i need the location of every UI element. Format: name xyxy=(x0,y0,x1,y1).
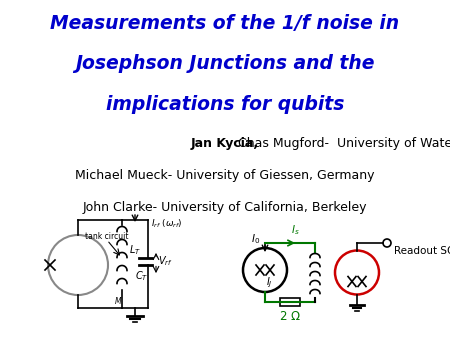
Text: M: M xyxy=(114,297,121,307)
Text: Josephson Junctions and the: Josephson Junctions and the xyxy=(75,54,375,73)
Text: $V_{rf}$: $V_{rf}$ xyxy=(158,255,173,268)
Text: $C_T$: $C_T$ xyxy=(135,269,148,283)
Text: Readout SQUID: Readout SQUID xyxy=(394,246,450,256)
Text: Measurements of the 1/f noise in: Measurements of the 1/f noise in xyxy=(50,14,400,32)
Text: implications for qubits: implications for qubits xyxy=(106,95,344,114)
Text: Michael Mueck- University of Giessen, Germany: Michael Mueck- University of Giessen, Ge… xyxy=(75,169,375,182)
Text: $I_0$: $I_0$ xyxy=(251,232,260,246)
FancyBboxPatch shape xyxy=(280,298,300,306)
Text: Jan Kycia,: Jan Kycia, xyxy=(191,137,259,150)
Text: $I_s$: $I_s$ xyxy=(291,223,299,237)
Text: Chas Mugford-  University of Waterloo: Chas Mugford- University of Waterloo xyxy=(234,137,450,150)
Text: John Clarke- University of California, Berkeley: John Clarke- University of California, B… xyxy=(83,201,367,214)
Text: $I_J$: $I_J$ xyxy=(266,276,273,290)
Text: $L_T$: $L_T$ xyxy=(129,243,141,257)
Text: $I_{rf}\ (\omega_{rf})$: $I_{rf}\ (\omega_{rf})$ xyxy=(151,218,182,231)
Circle shape xyxy=(383,239,391,247)
Text: $2\ \Omega$: $2\ \Omega$ xyxy=(279,310,301,323)
Text: tank circuit: tank circuit xyxy=(85,232,129,241)
